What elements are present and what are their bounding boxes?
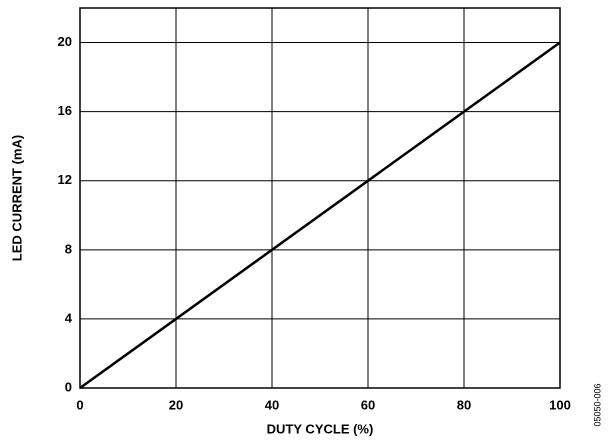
x-tick-label: 0 [76, 397, 83, 412]
y-tick-label: 20 [58, 34, 72, 49]
plot-border [79, 7, 561, 389]
x-tick-label: 60 [361, 397, 375, 412]
x-tick-label: 80 [457, 397, 471, 412]
y-tick-label: 0 [65, 379, 72, 394]
figure-id: 05050-006 [592, 383, 602, 426]
x-tick-label: 20 [169, 397, 183, 412]
y-axis-label: LED CURRENT (mA) [9, 135, 24, 261]
x-tick-label: 40 [265, 397, 279, 412]
y-tick-label: 8 [65, 241, 72, 256]
y-tick-label: 16 [58, 103, 72, 118]
y-tick-label: 4 [65, 310, 73, 325]
x-axis-label: DUTY CYCLE (%) [267, 421, 374, 436]
y-tick-label: 12 [58, 172, 72, 187]
data-line [79, 41, 561, 390]
x-tick-label: 100 [549, 397, 571, 412]
